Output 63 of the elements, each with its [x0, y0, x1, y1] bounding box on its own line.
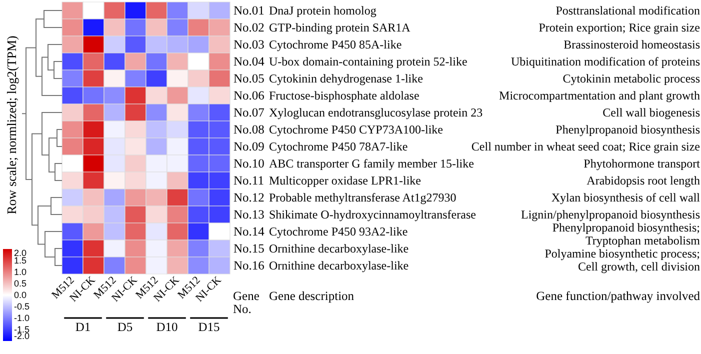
- y2-tick-label: Cytokinin dehydrogenase 1-like: [269, 72, 423, 86]
- color-bar-label: 2.0: [14, 248, 27, 258]
- text: Cell growth, cell division: [578, 260, 700, 274]
- y-tick-label: No.10: [234, 156, 264, 170]
- y-tick-label: No.05: [234, 72, 264, 86]
- y-tick-label: No.02: [234, 20, 264, 34]
- y-tick-label: No.13: [234, 208, 264, 222]
- y2-tick-label: Fructose-bisphosphate aldolase: [269, 88, 420, 102]
- y2-tick-label: Cytochrome P450 CYP73A100-like: [269, 122, 443, 136]
- y-tick-label: No.06: [234, 88, 264, 102]
- text: Arabidopsis root length: [586, 174, 700, 188]
- y2-tick-label: ABC transporter G family member 15-like: [269, 156, 474, 170]
- y2-tick-label: Xyloglucan endotransglucosylase protein 23: [269, 106, 483, 120]
- text: Cell number in wheat seed coat; Rice grain size: [471, 140, 700, 154]
- y-tick-label: No.03: [234, 38, 264, 52]
- text: Xylan biosynthesis of cell wall: [551, 190, 701, 204]
- y2-tick-label: U-box domain-containing protein 52-like: [269, 54, 468, 68]
- y2-tick-label: Cytochrome P450 93A2-like: [269, 224, 408, 238]
- text: Posttranslational modification: [556, 4, 700, 18]
- y-tick-label: No.14: [234, 224, 266, 238]
- y-tick-label: No.09: [234, 140, 264, 154]
- y-tick-label: No.11: [234, 174, 264, 188]
- y-tick-label: No.01: [234, 4, 264, 18]
- text: Phenylpropanoid biosynthesis; Tryptophan metabolism: [552, 220, 701, 248]
- y2-tick-label: Cytochrome P450 78A7-like: [269, 140, 408, 154]
- y-tick-label: No.04: [234, 54, 266, 68]
- text: Brassinosteroid homeostasis: [564, 38, 700, 52]
- text: Polyamine biosynthetic process;: [544, 246, 700, 260]
- text: Microcompartmentation and plant growth: [499, 88, 700, 102]
- text: D1: [75, 320, 91, 334]
- text: Ubiquitination modification of proteins: [511, 54, 700, 68]
- text: Gene No.: [233, 289, 260, 316]
- y-tick-label: No.16: [234, 258, 264, 272]
- text: D10: [156, 320, 178, 334]
- y2-tick-label: Probable methyltransferase At1g27930: [269, 190, 456, 204]
- text: Gene function/pathway involved: [536, 289, 701, 303]
- color-bar-label: -1.0: [14, 313, 30, 323]
- color-bar-label: 1.0: [14, 267, 27, 277]
- y2-tick-label: DnaJ protein homolog: [269, 4, 376, 18]
- text: Phenylpropanoid biosynthesis: [556, 122, 700, 136]
- text: D5: [117, 320, 133, 334]
- y-tick-label: No.15: [234, 242, 264, 256]
- y2-tick-label: Ornithine decarboxylase-like: [269, 258, 409, 272]
- y-tick-label: No.08: [234, 122, 264, 136]
- text: Protein exportion; Rice grain size: [538, 20, 700, 34]
- y2-tick-label: GTP-binding protein SAR1A: [269, 20, 411, 34]
- text: D15: [198, 320, 220, 334]
- text: Cell wall biogenesis: [602, 106, 700, 120]
- text: Lignin/phenylpropanoid biosynthesis: [521, 208, 700, 222]
- y2-tick-label: Ornithine decarboxylase-like: [269, 242, 409, 256]
- color-bar-label: 1.5: [14, 256, 27, 266]
- color-bar-label: 0.5: [14, 278, 27, 288]
- y2-tick-label: Shikimate O-hydroxycinnamoyltransferase: [269, 208, 476, 222]
- text: Cytokinin metabolic process: [562, 72, 700, 86]
- color-bar-label: 0.0: [14, 290, 27, 300]
- color-bar-title: Row scale; normlized; log2(TPM): [4, 36, 19, 214]
- text: Phytohormone transport: [584, 156, 701, 170]
- y2-tick-label: Cytochrome P450 85A-like: [269, 38, 402, 52]
- text: Gene description: [269, 289, 355, 303]
- y2-tick-label: Multicopper oxidase LPR1-like: [269, 174, 421, 188]
- y-tick-label: No.07: [234, 106, 264, 120]
- y-tick-label: No.12: [234, 190, 264, 204]
- color-bar-label: -0.5: [14, 302, 30, 312]
